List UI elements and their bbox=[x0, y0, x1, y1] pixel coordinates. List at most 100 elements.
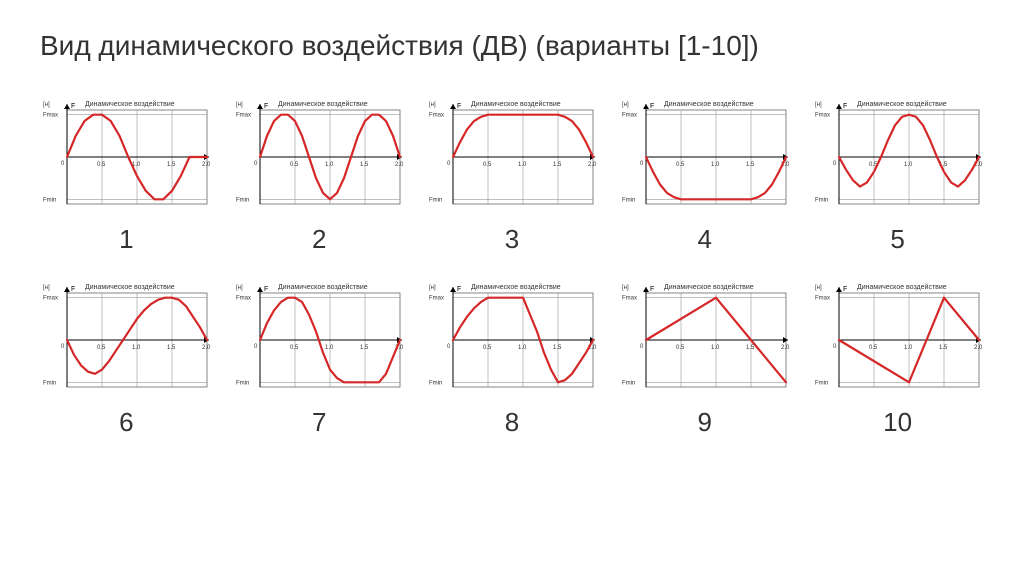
svg-text:[н]: [н] bbox=[622, 285, 629, 291]
svg-text:Динамическое воздействие: Динамическое воздействие bbox=[278, 283, 368, 291]
svg-text:[н]: [н] bbox=[429, 102, 436, 108]
svg-text:F: F bbox=[264, 103, 268, 110]
svg-text:Динамическое воздействие: Динамическое воздействие bbox=[471, 283, 561, 291]
svg-text:2.0: 2.0 bbox=[974, 345, 983, 351]
svg-text:Динамическое воздействие: Динамическое воздействие bbox=[278, 100, 368, 108]
svg-text:Fmin: Fmin bbox=[236, 380, 249, 386]
svg-text:Fmin: Fmin bbox=[622, 197, 635, 203]
svg-text:0.5: 0.5 bbox=[483, 345, 492, 351]
svg-text:F: F bbox=[843, 103, 847, 110]
svg-text:[н]: [н] bbox=[429, 285, 436, 291]
page-title: Вид динамического воздействия (ДВ) (вари… bbox=[40, 30, 984, 62]
svg-text:0: 0 bbox=[640, 161, 644, 167]
chart-5: Динамическое воздействие[н]FFmaxFmin00.5… bbox=[813, 92, 983, 212]
svg-text:[н]: [н] bbox=[815, 102, 822, 108]
svg-text:F: F bbox=[457, 286, 461, 293]
svg-text:Fmax: Fmax bbox=[622, 113, 637, 119]
chart-number-1: 1 bbox=[119, 224, 133, 255]
svg-text:0: 0 bbox=[447, 161, 451, 167]
svg-text:Fmin: Fmin bbox=[43, 197, 56, 203]
svg-text:1.5: 1.5 bbox=[746, 345, 755, 351]
svg-text:Fmax: Fmax bbox=[429, 113, 444, 119]
svg-text:1.0: 1.0 bbox=[518, 162, 527, 168]
svg-text:0.5: 0.5 bbox=[290, 162, 299, 168]
svg-text:0: 0 bbox=[254, 161, 258, 167]
svg-text:Динамическое воздействие: Динамическое воздействие bbox=[664, 283, 754, 291]
chart-cell-5: Динамическое воздействие[н]FFmaxFmin00.5… bbox=[811, 92, 984, 255]
svg-text:0.5: 0.5 bbox=[869, 345, 878, 351]
chart-number-9: 9 bbox=[698, 407, 712, 438]
svg-text:Динамическое воздействие: Динамическое воздействие bbox=[85, 100, 175, 108]
svg-text:Fmin: Fmin bbox=[429, 380, 442, 386]
chart-number-7: 7 bbox=[312, 407, 326, 438]
chart-3: Динамическое воздействие [н] F Fmax Fmin 0 0.5… bbox=[427, 92, 597, 212]
svg-text:1.0: 1.0 bbox=[904, 345, 913, 351]
svg-text:Динамическое воздействие: Динамическое воздействие bbox=[85, 283, 175, 291]
svg-text:Динамическое воздействие: Динамическое воздействие bbox=[471, 100, 561, 108]
svg-text:F: F bbox=[457, 103, 461, 110]
chart-9: Динамическое воздействие[н]FFmaxFmin00.5… bbox=[620, 275, 790, 395]
svg-text:[н]: [н] bbox=[43, 285, 50, 291]
svg-text:0: 0 bbox=[61, 344, 65, 350]
svg-text:Fmin: Fmin bbox=[429, 197, 442, 203]
chart-cell-10: Динамическое воздействие[н]FFmaxFmin00.5… bbox=[811, 275, 984, 438]
chart-cell-9: Динамическое воздействие[н]FFmaxFmin00.5… bbox=[618, 275, 791, 438]
svg-text:Fmax: Fmax bbox=[236, 113, 251, 119]
svg-text:1.5: 1.5 bbox=[360, 345, 369, 351]
svg-text:0.5: 0.5 bbox=[97, 345, 106, 351]
svg-text:0.5: 0.5 bbox=[483, 162, 492, 168]
chart-number-4: 4 bbox=[698, 224, 712, 255]
chart-cell-6: Динамическое воздействие[н]FFmaxFmin00.5… bbox=[40, 275, 213, 438]
chart-cell-7: Динамическое воздействие[н]FFmaxFmin00.5… bbox=[233, 275, 406, 438]
svg-text:Динамическое воздействие: Динамическое воздействие bbox=[857, 100, 947, 108]
chart-number-6: 6 bbox=[119, 407, 133, 438]
chart-7: Динамическое воздействие[н]FFmaxFmin00.5… bbox=[234, 275, 404, 395]
svg-text:1.0: 1.0 bbox=[325, 162, 334, 168]
svg-text:2.0: 2.0 bbox=[781, 345, 790, 351]
svg-text:0: 0 bbox=[833, 344, 837, 350]
svg-text:0: 0 bbox=[447, 344, 451, 350]
svg-text:1.0: 1.0 bbox=[132, 345, 141, 351]
chart-number-10: 10 bbox=[883, 407, 912, 438]
svg-text:F: F bbox=[650, 103, 654, 110]
chart-cell-4: Динамическое воздействие [н] F Fmax Fmin 0 0.5… bbox=[618, 92, 791, 255]
svg-text:1.0: 1.0 bbox=[518, 345, 527, 351]
svg-text:[н]: [н] bbox=[43, 102, 50, 108]
svg-text:Fmax: Fmax bbox=[622, 296, 637, 302]
svg-text:[н]: [н] bbox=[622, 102, 629, 108]
chart-number-3: 3 bbox=[505, 224, 519, 255]
svg-text:Fmax: Fmax bbox=[815, 113, 830, 119]
chart-10: Динамическое воздействие[н]FFmaxFmin00.5… bbox=[813, 275, 983, 395]
svg-text:Fmax: Fmax bbox=[43, 113, 58, 119]
svg-text:Fmin: Fmin bbox=[815, 380, 828, 386]
svg-text:[н]: [н] bbox=[236, 285, 243, 291]
chart-number-2: 2 bbox=[312, 224, 326, 255]
svg-text:0: 0 bbox=[640, 344, 644, 350]
svg-text:F: F bbox=[843, 286, 847, 293]
svg-text:F: F bbox=[71, 286, 75, 293]
svg-text:0.5: 0.5 bbox=[290, 345, 299, 351]
svg-text:Fmax: Fmax bbox=[429, 296, 444, 302]
svg-text:1.5: 1.5 bbox=[167, 162, 176, 168]
svg-text:1.0: 1.0 bbox=[904, 162, 913, 168]
chart-number-8: 8 bbox=[505, 407, 519, 438]
svg-text:F: F bbox=[264, 286, 268, 293]
chart-4: Динамическое воздействие [н] F Fmax Fmin 0 0.5… bbox=[620, 92, 790, 212]
svg-text:1.5: 1.5 bbox=[746, 162, 755, 168]
chart-6: Динамическое воздействие[н]FFmaxFmin00.5… bbox=[41, 275, 211, 395]
svg-text:Fmax: Fmax bbox=[236, 296, 251, 302]
svg-text:F: F bbox=[650, 286, 654, 293]
svg-text:Динамическое воздействие: Динамическое воздействие bbox=[664, 100, 754, 108]
svg-text:1.0: 1.0 bbox=[711, 345, 720, 351]
svg-text:2.0: 2.0 bbox=[395, 162, 404, 168]
svg-text:1.5: 1.5 bbox=[939, 345, 948, 351]
svg-text:Fmin: Fmin bbox=[815, 197, 828, 203]
svg-text:[н]: [н] bbox=[236, 102, 243, 108]
chart-cell-8: Динамическое воздействие [н] F Fmax Fmin 0 0.5… bbox=[426, 275, 599, 438]
svg-text:0: 0 bbox=[833, 161, 837, 167]
chart-cell-1: Динамическое воздействие[н]FFmaxFmin00.5… bbox=[40, 92, 213, 255]
svg-text:0.5: 0.5 bbox=[676, 345, 685, 351]
svg-text:0.5: 0.5 bbox=[676, 162, 685, 168]
chart-8: Динамическое воздействие [н] F Fmax Fmin 0 0.5… bbox=[427, 275, 597, 395]
svg-text:F: F bbox=[71, 103, 75, 110]
